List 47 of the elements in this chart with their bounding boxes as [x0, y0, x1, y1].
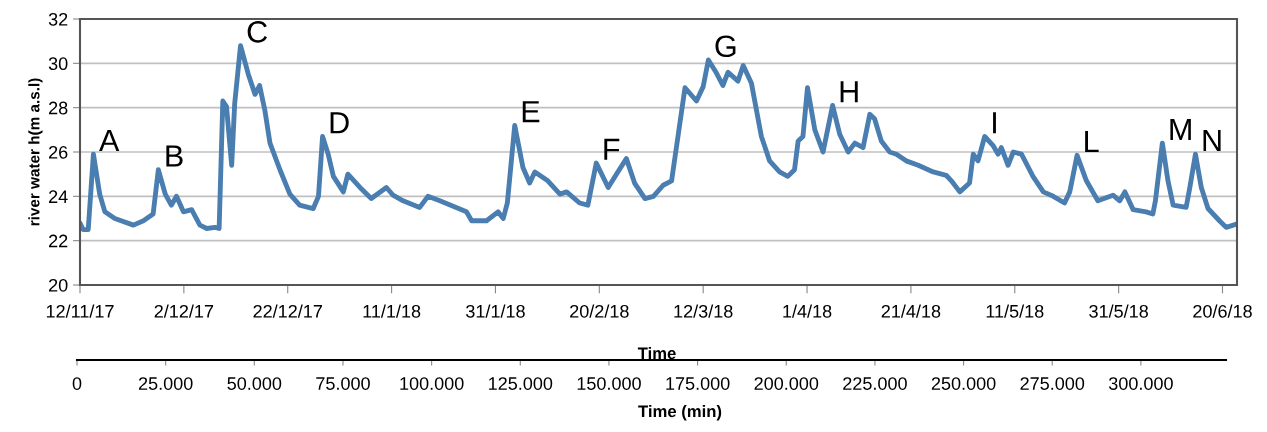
x-axis-title: Time: [637, 347, 676, 360]
x-tick-label: 12/3/18: [674, 304, 733, 318]
annotation: H: [840, 81, 858, 103]
x-tick-label: 12/11/17: [46, 304, 114, 318]
x2-tick-label: 150.000: [577, 377, 641, 390]
y-tick-label: 32: [48, 12, 68, 26]
x-tick-label: 20/6/18: [1193, 304, 1252, 318]
annotation: G: [715, 35, 736, 58]
y-tick-label: 28: [49, 101, 68, 115]
x-tick-label: 31/5/18: [1089, 304, 1148, 318]
x-tick-label: 1/4/18: [783, 304, 832, 318]
y-tick-label: 26: [49, 145, 68, 159]
x2-tick-label: 275.000: [1020, 377, 1085, 390]
y-tick-label: 30: [48, 57, 68, 71]
x2-tick-label: 25.000: [138, 377, 193, 390]
annotation: I: [993, 112, 996, 134]
x2-tick-label: 225.000: [843, 377, 907, 390]
x2-tick-label: 75.000: [316, 377, 370, 390]
annotation: M: [1170, 118, 1191, 140]
y-tick-label: 24: [49, 190, 68, 203]
annotation: A: [99, 129, 120, 152]
x2-tick-label: 175.000: [666, 377, 730, 390]
x-tick-label: 31/1/18: [466, 304, 525, 318]
annotation: E: [522, 101, 540, 123]
x2-tick-label: 125.000: [489, 377, 553, 390]
x2-tick-label: 200.000: [754, 377, 819, 390]
x-tick-label: 11/5/18: [986, 304, 1044, 318]
x2-axis-title: Time (min): [638, 405, 722, 421]
y-tick-label: 20: [49, 278, 68, 292]
x2-tick-label: 100.000: [400, 377, 464, 390]
y-tick-label: 22: [49, 234, 68, 248]
x-tick-label: 2/12/17: [154, 304, 214, 318]
x2-tick-label: 300.000: [1108, 377, 1173, 390]
annotation: C: [247, 21, 268, 43]
annotation: F: [604, 138, 620, 160]
annotation: N: [1203, 129, 1221, 152]
x-tick-label: 20/2/18: [570, 304, 629, 318]
annotation: L: [1085, 131, 1099, 153]
x-tick-label: 11/1/18: [363, 304, 421, 318]
x2-tick-label: 50.000: [227, 377, 282, 390]
x-tick-label: 22/12/17: [253, 304, 322, 318]
annotation: B: [166, 145, 183, 167]
x2-tick-label: 250.000: [931, 377, 996, 390]
x2-tick-label: 0: [72, 377, 82, 390]
y-axis-title: river water h(m a.s.l): [28, 78, 43, 226]
annotation: D: [330, 112, 349, 134]
x-tick-label: 21/4/18: [881, 304, 941, 318]
